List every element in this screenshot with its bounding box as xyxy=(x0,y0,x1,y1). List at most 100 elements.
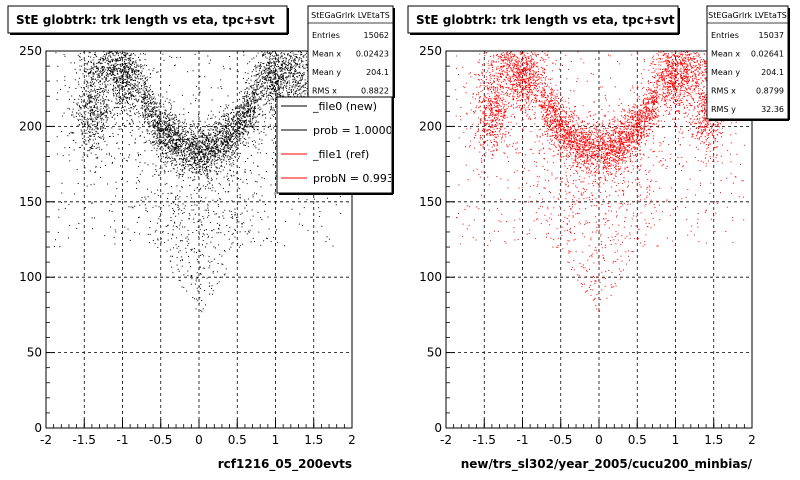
data-point xyxy=(112,58,114,60)
data-point xyxy=(261,177,263,179)
data-point xyxy=(178,146,180,148)
data-point xyxy=(173,138,174,140)
data-point xyxy=(215,171,217,173)
data-point xyxy=(113,77,115,78)
data-point xyxy=(190,164,192,166)
data-point xyxy=(152,136,154,138)
data-point xyxy=(93,64,95,66)
data-point xyxy=(205,197,207,199)
data-point xyxy=(294,64,296,66)
data-point xyxy=(242,136,244,138)
data-point xyxy=(164,134,166,136)
data-point xyxy=(114,107,116,108)
data-point xyxy=(127,90,129,92)
data-point xyxy=(156,121,158,123)
data-point xyxy=(212,129,214,131)
data-point xyxy=(220,143,222,145)
data-point xyxy=(95,70,97,72)
data-point xyxy=(235,150,237,152)
data-point xyxy=(182,129,184,131)
data-point xyxy=(125,85,126,87)
data-point xyxy=(126,160,128,162)
data-point xyxy=(247,99,249,101)
data-point xyxy=(283,86,284,88)
data-point xyxy=(205,146,207,148)
data-point xyxy=(223,139,225,141)
data-point xyxy=(134,112,136,114)
data-point xyxy=(266,82,268,84)
data-point xyxy=(86,75,87,77)
data-point xyxy=(82,105,84,107)
data-point xyxy=(183,172,185,174)
data-point xyxy=(90,56,92,58)
data-point xyxy=(206,156,208,158)
data-point xyxy=(269,88,271,90)
data-point xyxy=(168,151,170,152)
data-point xyxy=(300,53,302,55)
data-point xyxy=(86,64,88,66)
data-point xyxy=(166,98,168,100)
data-point xyxy=(202,134,204,136)
data-point xyxy=(249,111,251,113)
data-point xyxy=(155,140,157,142)
data-point xyxy=(293,77,295,79)
data-point xyxy=(213,148,215,150)
data-point xyxy=(163,145,165,147)
data-point xyxy=(133,85,135,87)
data-point xyxy=(160,118,162,120)
data-point xyxy=(246,102,248,104)
data-point xyxy=(222,126,224,128)
data-point xyxy=(90,96,92,98)
data-point xyxy=(179,155,181,157)
data-point xyxy=(235,106,237,108)
data-point xyxy=(82,156,84,158)
data-point xyxy=(276,69,278,71)
data-point xyxy=(196,148,198,150)
data-point xyxy=(93,78,95,80)
data-point xyxy=(252,215,254,217)
data-point xyxy=(138,70,140,72)
data-point xyxy=(92,66,94,68)
data-point xyxy=(223,151,224,153)
data-point xyxy=(244,171,246,173)
data-point xyxy=(242,181,244,183)
data-point xyxy=(92,62,94,64)
data-point xyxy=(253,112,255,114)
data-point xyxy=(149,90,151,92)
data-point xyxy=(102,100,103,102)
data-point xyxy=(212,125,214,127)
data-point xyxy=(243,107,245,109)
data-point xyxy=(275,58,277,60)
data-point xyxy=(99,176,101,178)
data-point xyxy=(197,141,199,143)
data-point xyxy=(261,76,263,78)
data-point xyxy=(245,131,247,133)
data-point xyxy=(89,72,91,74)
data-point xyxy=(167,116,169,118)
data-point xyxy=(118,54,119,56)
data-point xyxy=(178,126,180,128)
data-point xyxy=(237,127,239,129)
data-point xyxy=(218,137,220,139)
data-point xyxy=(90,110,91,112)
data-point xyxy=(260,67,261,69)
data-point xyxy=(166,114,168,116)
data-point xyxy=(263,82,265,84)
data-point xyxy=(218,131,220,133)
data-point xyxy=(249,108,251,110)
data-point xyxy=(198,161,200,163)
data-point xyxy=(268,65,270,67)
data-point xyxy=(187,138,188,140)
data-point xyxy=(258,87,260,89)
data-point xyxy=(208,141,210,142)
data-point xyxy=(64,55,66,57)
data-point xyxy=(175,244,177,246)
data-point xyxy=(171,118,173,120)
data-point xyxy=(108,89,110,91)
data-point xyxy=(236,133,238,135)
data-point xyxy=(216,162,218,164)
data-point xyxy=(147,188,149,190)
data-point xyxy=(267,127,269,128)
data-point xyxy=(183,158,185,160)
data-point xyxy=(167,128,169,130)
